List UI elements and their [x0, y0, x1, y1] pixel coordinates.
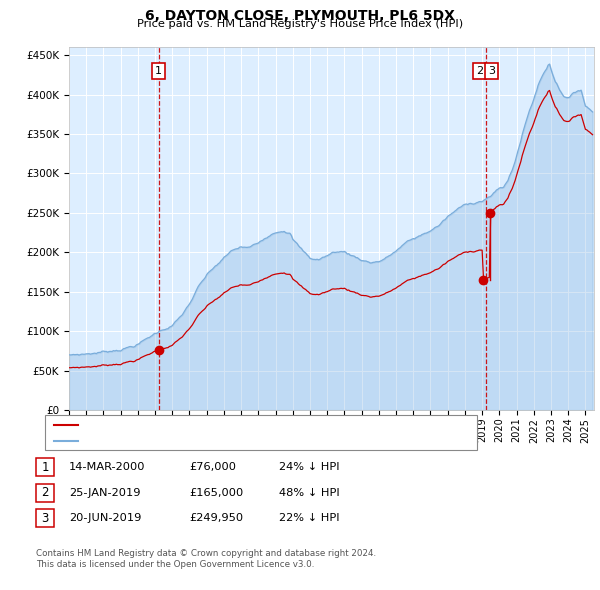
Text: 3: 3: [488, 66, 495, 76]
Text: 48% ↓ HPI: 48% ↓ HPI: [279, 488, 340, 497]
Text: HPI: Average price, detached house, City of Plymouth: HPI: Average price, detached house, City…: [84, 436, 351, 445]
Text: 2: 2: [41, 486, 49, 499]
Text: 2: 2: [476, 66, 483, 76]
Text: 1: 1: [155, 66, 162, 76]
Text: Contains HM Land Registry data © Crown copyright and database right 2024.: Contains HM Land Registry data © Crown c…: [36, 549, 376, 558]
Text: Price paid vs. HM Land Registry's House Price Index (HPI): Price paid vs. HM Land Registry's House …: [137, 19, 463, 30]
Text: 24% ↓ HPI: 24% ↓ HPI: [279, 463, 340, 472]
Text: 20-JUN-2019: 20-JUN-2019: [69, 513, 142, 523]
Text: £165,000: £165,000: [189, 488, 243, 497]
Text: £249,950: £249,950: [189, 513, 243, 523]
Text: 6, DAYTON CLOSE, PLYMOUTH, PL6 5DX (detached house): 6, DAYTON CLOSE, PLYMOUTH, PL6 5DX (deta…: [84, 421, 372, 430]
Text: £76,000: £76,000: [189, 463, 236, 472]
Text: This data is licensed under the Open Government Licence v3.0.: This data is licensed under the Open Gov…: [36, 559, 314, 569]
Text: 3: 3: [41, 512, 49, 525]
Text: 14-MAR-2000: 14-MAR-2000: [69, 463, 146, 472]
Text: 6, DAYTON CLOSE, PLYMOUTH, PL6 5DX: 6, DAYTON CLOSE, PLYMOUTH, PL6 5DX: [145, 9, 455, 23]
Text: 1: 1: [41, 461, 49, 474]
Text: 22% ↓ HPI: 22% ↓ HPI: [279, 513, 340, 523]
Text: 25-JAN-2019: 25-JAN-2019: [69, 488, 140, 497]
